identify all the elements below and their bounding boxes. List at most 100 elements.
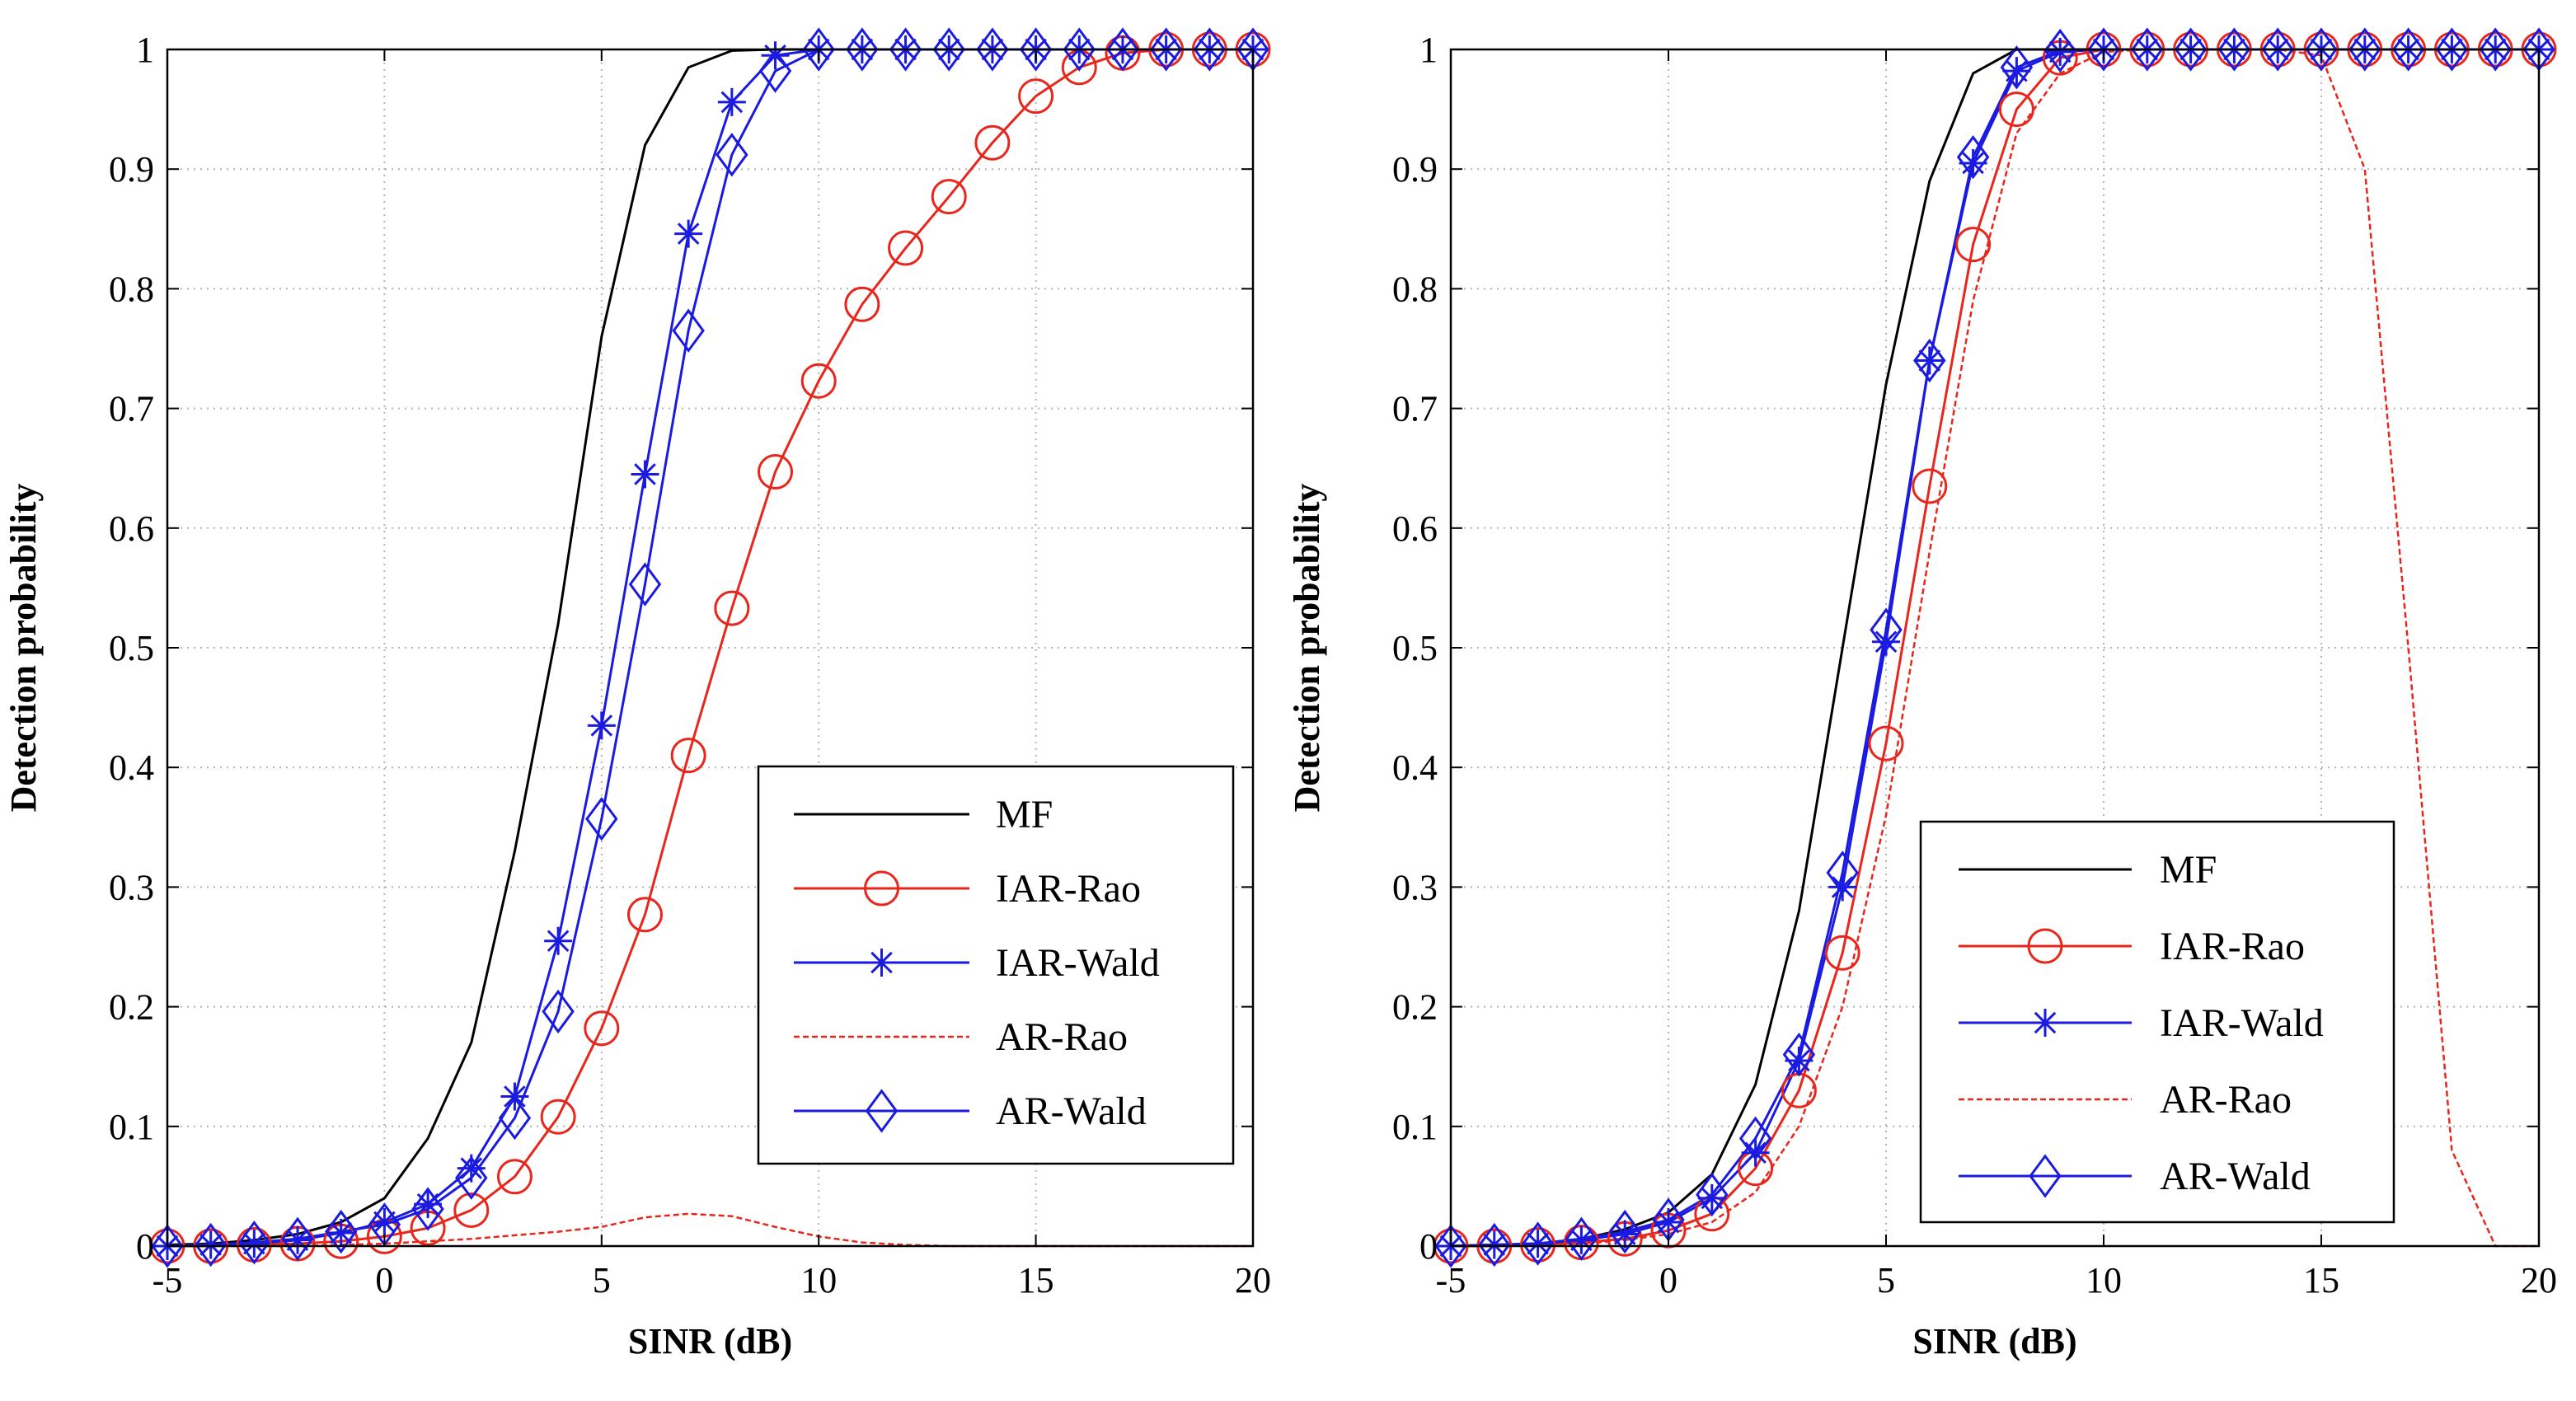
data-point-iar-rao [1018, 78, 1054, 115]
data-point-iar-rao [1955, 227, 1992, 263]
data-point-iar-rao [540, 1099, 576, 1135]
legend-entry-ar-rao: AR-Rao [1959, 1078, 2292, 1122]
data-point-iar-wald [1872, 627, 1900, 656]
data-point-ar-wald [325, 1209, 358, 1254]
data-point-iar-wald [370, 1207, 399, 1236]
y-tick-label: 0.1 [1392, 1107, 1438, 1147]
data-point-ar-wald [2261, 27, 2294, 72]
data-point-iar-wald [196, 1230, 225, 1259]
data-point-ar-wald [1019, 27, 1053, 72]
data-point-ar-wald [1106, 27, 1139, 72]
y-tick-label: 0.7 [109, 389, 154, 429]
data-point-ar-wald [932, 27, 965, 72]
data-point-ar-wald [1782, 1033, 1816, 1077]
data-point-iar-wald [1785, 1046, 1814, 1075]
legend-label: AR-Wald [996, 1089, 1147, 1133]
y-tick-label: 0.9 [109, 149, 154, 190]
y-tick-label: 1 [1419, 30, 1438, 70]
data-point-ar-wald [2000, 45, 2034, 90]
legend: MF IAR-Rao IAR-Wald AR-Rao AR-Wald [757, 765, 1235, 1165]
legend-entry-iar-wald: IAR-Wald [794, 941, 1160, 985]
data-point-iar-rao [758, 454, 794, 490]
y-tick-label: 0.6 [109, 508, 154, 549]
data-point-ar-wald [758, 49, 792, 93]
y-tick-label: 0.9 [1392, 149, 1438, 190]
data-point-iar-wald [1959, 148, 1987, 177]
legend-marker [2031, 1009, 2059, 1037]
legend-label: IAR-Wald [2160, 1001, 2324, 1045]
data-point-iar-wald [587, 711, 616, 740]
data-point-ar-wald [1826, 850, 1859, 895]
y-tick-label: 0 [1419, 1226, 1438, 1267]
data-point-iar-wald [240, 1230, 269, 1258]
data-point-ar-wald [889, 27, 922, 72]
y-tick-label: 0.1 [109, 1107, 154, 1147]
data-point-iar-wald [761, 41, 790, 70]
data-point-ar-wald [585, 796, 618, 841]
data-point-iar-wald [1915, 346, 1944, 375]
x-tick-label: 10 [800, 1260, 837, 1300]
legend: MF IAR-Rao IAR-Wald AR-Rao AR-Wald [1919, 820, 2395, 1224]
data-point-ar-wald [194, 1222, 228, 1267]
data-point-iar-wald [1611, 1220, 1640, 1249]
data-point-ar-wald [1608, 1209, 1641, 1254]
data-point-ar-wald [411, 1187, 444, 1231]
y-tick-label: 0.2 [109, 987, 154, 1028]
x-tick-label: 15 [1018, 1260, 1054, 1300]
data-point-iar-rao [496, 1159, 533, 1195]
y-tick-label: 0.8 [109, 269, 154, 309]
data-point-iar-rao [714, 590, 750, 626]
series-line-ar-rao [1451, 48, 2539, 1248]
y-tick-label: 1 [136, 30, 154, 70]
legend-entry-iar-rao: IAR-Rao [794, 867, 1141, 911]
data-point-ar-wald [1956, 135, 1990, 180]
legend-marker [2027, 928, 2063, 964]
legend-marker [865, 1089, 899, 1133]
y-tick-label: 0.4 [1392, 747, 1438, 788]
legend-label: AR-Wald [2160, 1155, 2311, 1198]
data-point-ar-wald [1193, 27, 1227, 72]
y-tick-label: 0 [136, 1226, 154, 1267]
data-point-ar-wald [1696, 1172, 1729, 1217]
data-point-iar-rao [1912, 468, 1948, 504]
legend-box [757, 765, 1235, 1165]
x-tick-label: 10 [2086, 1260, 2122, 1300]
data-point-ar-wald [802, 27, 835, 72]
right-chart-panel: -5 0 5 10 15 2000.10.20.30.40.50.60.70.80.91S… [1287, 27, 2557, 1361]
data-point-ar-wald [1478, 1222, 1511, 1267]
data-point-iar-wald [1480, 1230, 1509, 1259]
data-point-iar-wald [1567, 1225, 1596, 1254]
data-point-ar-wald [542, 989, 575, 1034]
left-chart-panel: -5 0 5 10 15 2000.10.20.30.40.50.60.70.80.91S… [3, 27, 1271, 1361]
y-tick-label: 0.5 [109, 628, 154, 668]
data-point-iar-wald [631, 460, 659, 489]
data-point-ar-wald [237, 1220, 271, 1265]
legend-entry-ar-wald: AR-Wald [794, 1089, 1147, 1133]
data-point-ar-wald [2131, 27, 2164, 72]
legend-label: AR-Rao [2160, 1078, 2292, 1122]
legend-entry-mf: MF [794, 793, 1053, 836]
data-point-iar-rao [1824, 935, 1860, 971]
data-point-iar-rao [670, 738, 706, 774]
data-point-iar-rao [584, 1010, 620, 1047]
y-axis-label: Detection probability [3, 484, 44, 813]
data-point-iar-rao [800, 363, 837, 399]
x-tick-label: -5 [1436, 1260, 1466, 1300]
data-point-iar-wald [2046, 37, 2075, 66]
legend-label: IAR-Rao [2160, 925, 2305, 968]
x-tick-label: 5 [593, 1260, 611, 1300]
data-point-ar-wald [1063, 27, 1096, 72]
data-point-ar-wald [2174, 27, 2208, 72]
legend-marker [864, 870, 899, 907]
legend-marker [867, 949, 896, 977]
legend-entry-ar-rao: AR-Rao [794, 1015, 1128, 1059]
data-point-ar-wald [1149, 27, 1183, 72]
data-point-ar-wald [498, 1095, 532, 1141]
legend-label: MF [2160, 848, 2217, 892]
data-point-iar-rao [931, 179, 967, 215]
data-point-iar-wald [1741, 1138, 1770, 1167]
data-point-ar-wald [151, 1224, 184, 1268]
data-point-ar-wald [2348, 27, 2381, 72]
